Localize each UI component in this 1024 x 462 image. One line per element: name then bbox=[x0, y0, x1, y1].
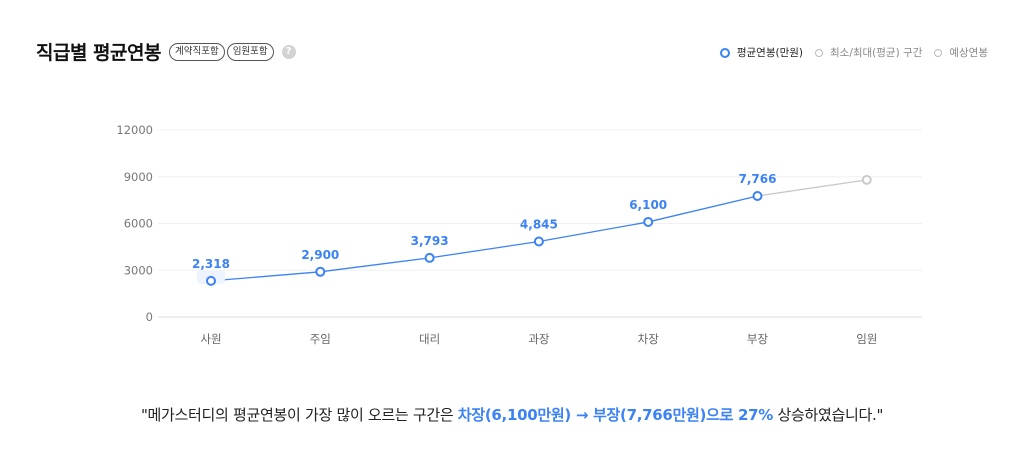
data-point bbox=[752, 190, 763, 201]
data-point bbox=[643, 216, 654, 227]
x-tick-label: 차장 bbox=[638, 332, 660, 346]
y-tick-label: 12000 bbox=[116, 123, 153, 137]
legend-label: 예상연봉 bbox=[949, 47, 988, 59]
badge-executive[interactable]: 임원포함 bbox=[226, 42, 274, 61]
conclusion-highlight: 차장(6,100만원) → 부장(7,766만원)으로 27% bbox=[457, 406, 774, 424]
data-label: 4,845 bbox=[520, 217, 558, 231]
y-tick-label: 9000 bbox=[124, 170, 153, 184]
legend-item-range[interactable]: 최소/최대(평균) 구간 bbox=[815, 45, 922, 60]
conclusion-text: "메가스터디의 평균연봉이 가장 많이 오르는 구간은 차장(6,100만원) … bbox=[0, 404, 1024, 425]
x-tick-label: 대리 bbox=[419, 332, 440, 346]
x-tick-label: 사원 bbox=[200, 332, 221, 346]
legend-label: 최소/최대(평균) 구간 bbox=[830, 47, 923, 59]
salary-line-chart: 0 3000 6000 9000 12000 사원 주임 대리 과장 차장 부장 임원 2,318 2,9… bbox=[116, 123, 922, 346]
data-point bbox=[206, 275, 216, 286]
legend-item-projected[interactable]: 예상연봉 bbox=[934, 45, 988, 60]
x-tick-label: 부장 bbox=[747, 332, 769, 346]
data-label: 3,793 bbox=[411, 234, 449, 248]
data-label: 2,318 bbox=[192, 257, 230, 271]
data-label: 2,900 bbox=[301, 248, 339, 262]
conclusion-suffix: 상승하였습니다." bbox=[773, 406, 884, 424]
data-point bbox=[315, 266, 326, 277]
legend-dot-icon bbox=[934, 48, 943, 57]
conclusion-prefix: "메가스터디의 평균연봉이 가장 많이 오르는 구간은 bbox=[140, 406, 458, 424]
y-tick-label: 3000 bbox=[124, 263, 153, 277]
y-tick-label: 0 bbox=[146, 310, 153, 324]
chart-legend: 평균연봉(만원) 최소/최대(평균) 구간 예상연봉 bbox=[708, 45, 988, 60]
data-point bbox=[424, 252, 435, 263]
x-tick-label: 과장 bbox=[528, 332, 550, 346]
help-icon[interactable]: ? bbox=[281, 44, 296, 59]
data-point-projected bbox=[861, 174, 872, 185]
series-line-projected bbox=[757, 179, 867, 197]
chart-header: 직급별 평균연봉 계약직포함 임원포함 ? bbox=[36, 38, 296, 65]
data-label: 7,766 bbox=[739, 172, 777, 186]
x-tick-label: 주임 bbox=[310, 332, 331, 346]
chart-title: 직급별 평균연봉 bbox=[36, 42, 161, 64]
legend-label: 평균연봉(만원) bbox=[736, 47, 803, 59]
y-tick-label: 6000 bbox=[124, 217, 153, 231]
legend-item-average[interactable]: 평균연봉(만원) bbox=[719, 45, 803, 60]
legend-dot-icon bbox=[719, 47, 730, 58]
badge-contract[interactable]: 계약직포함 bbox=[168, 42, 225, 61]
data-label: 6,100 bbox=[629, 198, 667, 212]
series-line-average bbox=[210, 195, 758, 282]
x-tick-label: 임원 bbox=[856, 332, 877, 346]
legend-dot-icon bbox=[815, 48, 823, 57]
data-point bbox=[533, 236, 544, 247]
